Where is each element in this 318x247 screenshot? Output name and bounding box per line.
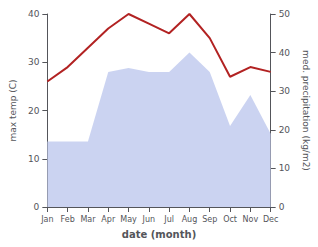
svg-text:Aug: Aug [182, 215, 198, 224]
svg-text:40: 40 [28, 9, 40, 19]
svg-text:Dec: Dec [263, 215, 278, 224]
svg-text:Oct: Oct [223, 215, 237, 224]
svg-text:Mar: Mar [80, 215, 96, 224]
svg-text:date (month): date (month) [122, 229, 196, 240]
svg-text:Apr: Apr [101, 215, 116, 224]
svg-text:20: 20 [279, 125, 291, 135]
svg-text:max temp (C): max temp (C) [8, 79, 18, 141]
svg-text:Jan: Jan [40, 215, 53, 224]
svg-text:med. precipitation (kg/m2): med. precipitation (kg/m2) [301, 50, 311, 171]
svg-text:Jun: Jun [142, 215, 156, 224]
svg-text:May: May [120, 215, 137, 224]
svg-text:Sep: Sep [202, 215, 217, 224]
svg-text:30: 30 [28, 57, 40, 67]
svg-text:10: 10 [28, 154, 40, 164]
svg-text:0: 0 [34, 202, 40, 212]
svg-text:10: 10 [279, 163, 291, 173]
svg-text:Feb: Feb [61, 215, 75, 224]
svg-text:Jul: Jul [163, 215, 174, 224]
svg-text:50: 50 [279, 9, 291, 19]
svg-text:20: 20 [28, 106, 40, 116]
svg-text:Nov: Nov [243, 215, 259, 224]
svg-text:0: 0 [279, 202, 285, 212]
svg-text:40: 40 [279, 48, 291, 58]
svg-text:30: 30 [279, 86, 291, 96]
